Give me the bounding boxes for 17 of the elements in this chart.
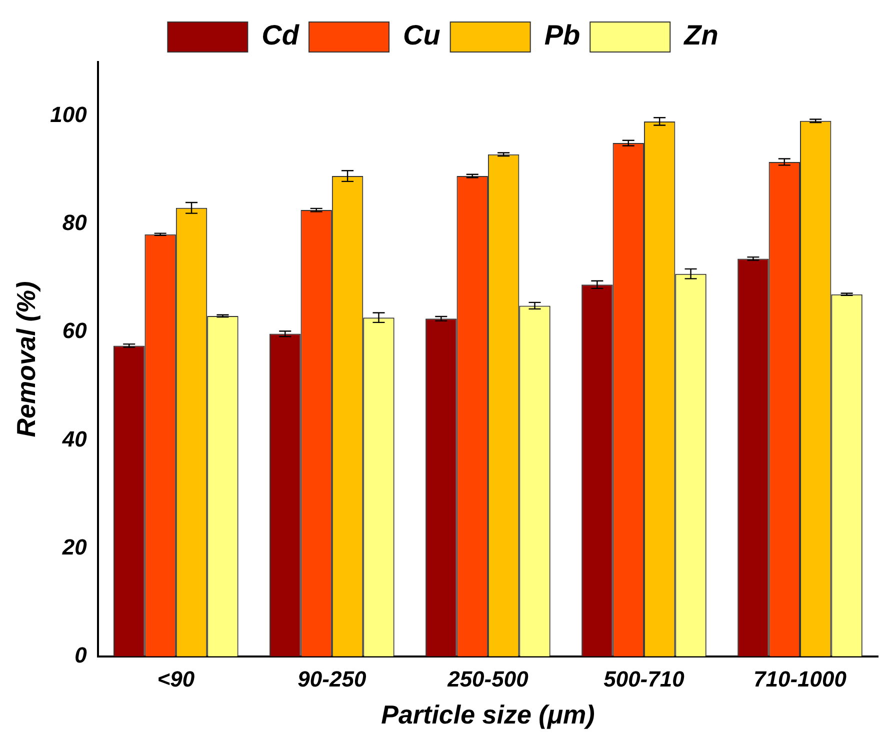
x-tick-label: 90-250 (298, 666, 367, 692)
y-axis-title: Removal (%) (10, 281, 41, 438)
x-tick-label: 250-500 (446, 666, 530, 692)
legend-label: Zn (683, 20, 718, 51)
x-tick-label: 710-1000 (754, 666, 848, 692)
y-tick-label: 0 (74, 642, 88, 668)
x-axis-title: Particle size (μm) (381, 700, 595, 730)
y-tick-label: 80 (62, 210, 88, 236)
y-tick-label: 100 (50, 102, 88, 128)
legend-label: Pb (544, 20, 580, 51)
x-tick-label: <90 (157, 666, 196, 692)
x-tick-label: 500-710 (604, 666, 686, 692)
y-tick-label: 20 (61, 534, 88, 560)
y-tick-label: 40 (61, 426, 88, 452)
legend-label: Cu (403, 20, 440, 51)
y-tick-label: 60 (62, 318, 88, 344)
legend-label: Cd (262, 20, 300, 51)
